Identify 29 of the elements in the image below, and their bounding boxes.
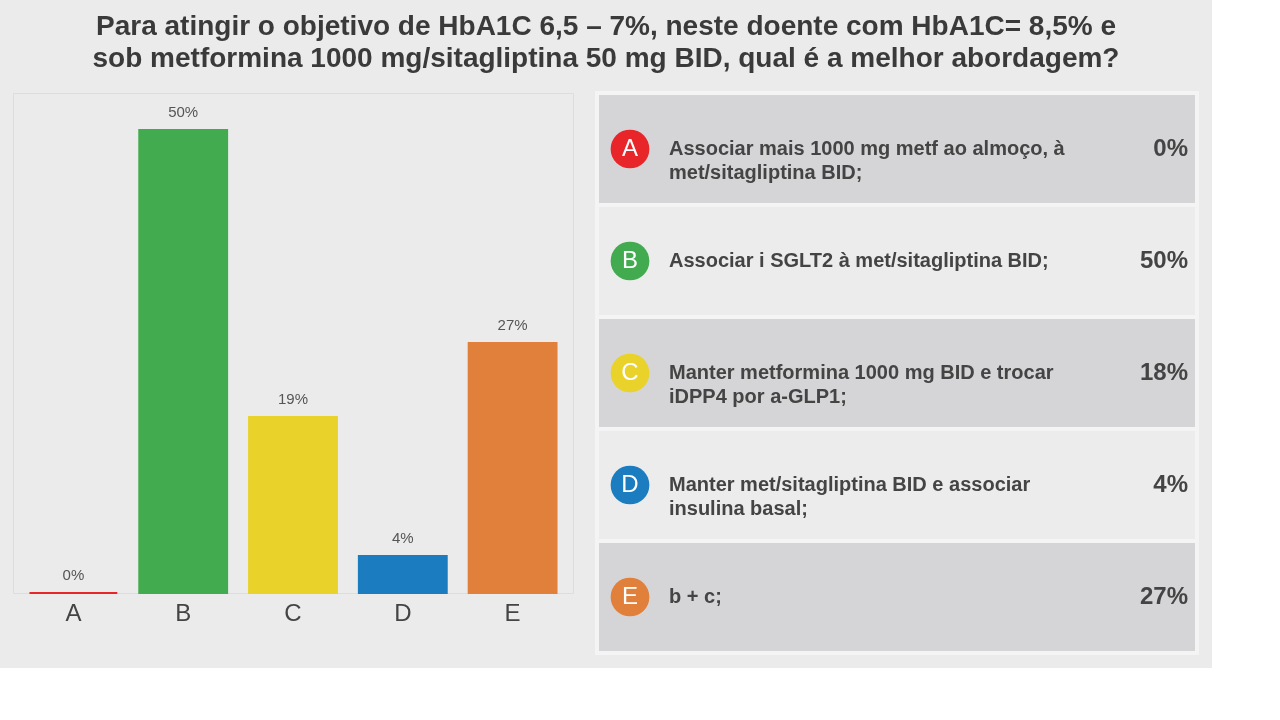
bar <box>467 342 558 594</box>
text: Associar i SGLT2 à met/sitagliptina BID; <box>669 249 1049 271</box>
text: C <box>621 358 639 385</box>
x-tick-label: B <box>175 598 192 626</box>
data-label: 4% <box>391 528 414 546</box>
text: Manter metformina 1000 mg BID e trocar iDPP4 por a-GLP1; <box>669 361 1054 407</box>
data-label: 50% <box>168 103 199 121</box>
text: 4% <box>1153 470 1188 497</box>
data-label: 0% <box>62 566 85 583</box>
x-tick-label: C <box>284 598 302 626</box>
text: 18% <box>1139 358 1188 385</box>
text: D <box>621 470 639 497</box>
data-label: 27% <box>497 316 528 333</box>
text: b + c; <box>669 585 722 607</box>
data-label: 19% <box>277 390 309 408</box>
bar <box>357 554 448 594</box>
text: Manter met/sitagliptina BID e associar insulina basal; <box>669 473 1031 519</box>
text: 50% <box>1139 246 1188 273</box>
x-tick-label: D <box>394 598 412 626</box>
text: Associar mais 1000 mg metf ao almoço, à met/sitagliptina BID; <box>669 137 1066 183</box>
text: 0% <box>1153 134 1188 161</box>
x-tick-label: E <box>504 598 521 626</box>
chart-title: Para atingir o objetivo de HbA1C 6,5 – 7%, neste doente com HbA1C= 8,5% e sob metformina 1000 mg/sitagliptina 50 mg BID, qual é a melhor abordagem? <box>92 9 1120 73</box>
bar <box>248 416 338 594</box>
x-tick-label: A <box>65 598 82 626</box>
text: 27% <box>1139 582 1188 609</box>
text: B <box>621 246 639 273</box>
bar <box>138 129 229 594</box>
text: A <box>621 134 639 161</box>
